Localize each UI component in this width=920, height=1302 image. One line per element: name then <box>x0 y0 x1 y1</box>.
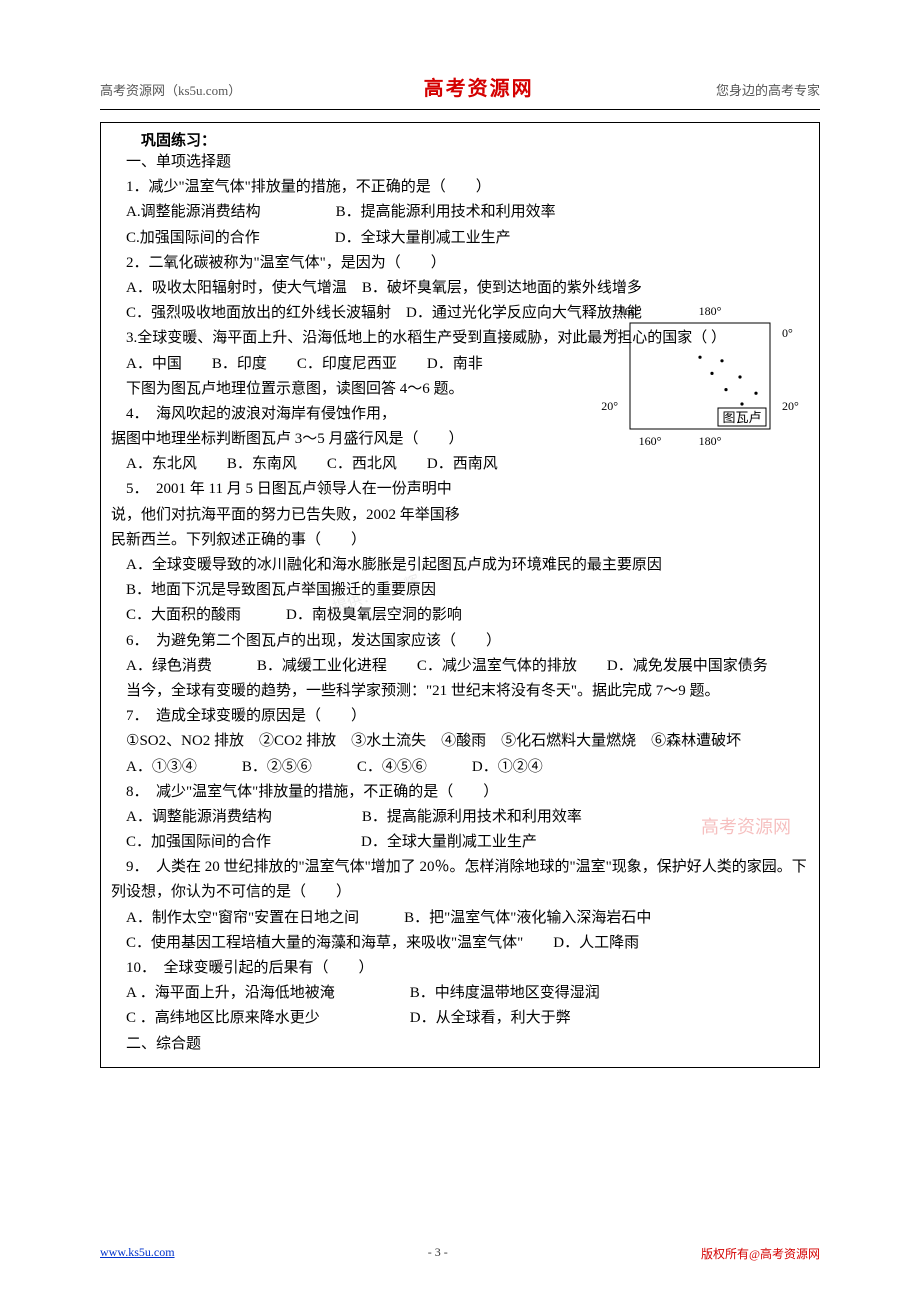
q5-b: B．地面下沉是导致图瓦卢举国搬迁的重要原因 <box>111 578 809 603</box>
q5-stem-1: 5． 2001 年 11 月 5 日图瓦卢领导人在一份声明中 <box>111 477 809 502</box>
q1-d: D．全球大量削减工业生产 <box>335 230 511 246</box>
q10-a: A ．海平面上升，沿海低地被淹 <box>126 985 335 1001</box>
tuvalu-map-diagram: 160° 180° 0° 0° 20° 20° 160° 180° 图瓦卢 <box>600 301 805 451</box>
q5-d: D．南极臭氧层空洞的影响 <box>286 607 462 623</box>
q8-stem: 8． 减少"温室气体"排放量的措施，不正确的是（ ） <box>111 780 809 805</box>
q9-a: A．制作太空"窗帘"安置在日地之间 <box>126 910 359 926</box>
content-frame: 巩固练习： 一、单项选择题 1．减少"温室气体"排放量的措施，不正确的是（ ） … <box>100 122 820 1068</box>
q3-b: B．印度 <box>212 356 267 372</box>
q6-b: B．减缓工业化进程 <box>257 658 387 674</box>
lon-180-top: 180° <box>699 304 722 318</box>
q10-c: C ．高纬地区比原来降水更少 <box>126 1010 320 1026</box>
q1-stem: 1．减少"温室气体"排放量的措施，不正确的是（ ） <box>111 175 809 200</box>
q2-a: A．吸收太阳辐射时，使大气增温 <box>126 280 347 296</box>
page-header: 高考资源网（ks5u.com） 高考资源网 您身边的高考专家 <box>100 72 820 110</box>
lon-160-top: 160° <box>619 304 642 318</box>
lon-180-bottom: 180° <box>699 434 722 448</box>
q1-b: B．提高能源利用技术和利用效率 <box>336 204 556 220</box>
q3-c: C．印度尼西亚 <box>297 356 397 372</box>
lat-0-left: 0° <box>607 326 618 340</box>
island-dots <box>698 356 765 411</box>
lat-20-left: 20° <box>601 399 618 413</box>
q7-a: A．①③④ <box>126 759 197 775</box>
q3-a: A．中国 <box>126 356 182 372</box>
q10-opts-cd: C ．高纬地区比原来降水更少 D．从全球看，利大于弊 <box>111 1006 809 1031</box>
q5-stem-2: 说，他们对抗海平面的努力已告失败，2002 年举国移 <box>111 503 809 528</box>
header-left: 高考资源网（ks5u.com） <box>100 80 241 99</box>
q2-c: C．强烈吸收地面放出的红外线长波辐射 <box>126 305 391 321</box>
q8-b: B．提高能源利用技术和利用效率 <box>362 809 582 825</box>
q2-opts-ab: A．吸收太阳辐射时，使大气增温 B．破坏臭氧层，使到达地面的紫外线增多 <box>111 276 809 301</box>
q8-opts-ab: A．调整能源消费结构 B．提高能源利用技术和利用效率 <box>111 805 809 830</box>
q8-c: C．加强国际间的合作 <box>126 834 271 850</box>
q9-d: D．人工降雨 <box>553 935 639 951</box>
q5-a: A．全球变暖导致的冰川融化和海水膨胀是引起图瓦卢成为环境难民的最主要原因 <box>111 553 809 578</box>
q9-c: C．使用基因工程培植大量的海藻和海草，来吸收"温室气体" <box>126 935 523 951</box>
q7-stem: 7． 造成全球变暖的原因是（ ） <box>111 704 809 729</box>
q4-c: C．西北风 <box>327 456 397 472</box>
q8-d: D．全球大量削减工业生产 <box>361 834 537 850</box>
q7-circled-options: ①SO2、NO2 排放 ②CO2 排放 ③水土流失 ④酸雨 ⑤化石燃料大量燃烧 … <box>111 729 809 754</box>
q6-stem: 6． 为避免第二个图瓦卢的出现，发达国家应该（ ） <box>111 629 809 654</box>
q2-b: B．破坏臭氧层，使到达地面的紫外线增多 <box>362 280 642 296</box>
q9-opts-ab: A．制作太空"窗帘"安置在日地之间 B．把"温室气体"液化输入深海岩石中 <box>111 906 809 931</box>
tuvalu-label: 图瓦卢 <box>722 410 761 425</box>
page-number: - 3 - <box>428 1245 448 1262</box>
q1-opts-cd: C.加强国际间的合作 D．全球大量削减工业生产 <box>111 226 809 251</box>
q5-stem-3: 民新西兰。下列叙述正确的事（ ） <box>111 528 809 553</box>
q6-opts: A．绿色消费 B．减缓工业化进程 C．减少温室气体的排放 D．减免发展中国家债务 <box>111 654 809 679</box>
q4-b: B．东南风 <box>227 456 297 472</box>
q2-stem: 2．二氧化碳被称为"温室气体"，是因为（ ） <box>111 251 809 276</box>
lat-0-right: 0° <box>782 326 793 340</box>
q7-opts: A．①③④ B．②⑤⑥ C．④⑤⑥ D．①②④ <box>111 755 809 780</box>
section-1-header: 一、单项选择题 <box>111 150 809 175</box>
q7-c: C．④⑤⑥ <box>357 759 427 775</box>
q10-d: D．从全球看，利大于弊 <box>410 1010 571 1026</box>
q7-d: D．①②④ <box>472 759 543 775</box>
lon-160-bottom: 160° <box>639 434 662 448</box>
q7-b: B．②⑤⑥ <box>242 759 312 775</box>
q9-b: B．把"温室气体"液化输入深海岩石中 <box>404 910 651 926</box>
q3-d: D．南非 <box>427 356 483 372</box>
q8-opts-cd: C．加强国际间的合作 D．全球大量削减工业生产 <box>111 830 809 855</box>
q4-a: A．东北风 <box>126 456 197 472</box>
q5-c: C．大面积的酸雨 <box>126 607 241 623</box>
q6-c: C．减少温室气体的排放 <box>417 658 577 674</box>
q10-stem: 10． 全球变暖引起的后果有（ ） <box>111 956 809 981</box>
q1-opts-ab: A.调整能源消费结构 B．提高能源利用技术和利用效率 <box>111 200 809 225</box>
q5-cd: C．大面积的酸雨 D．南极臭氧层空洞的影响 <box>111 603 809 628</box>
section-2-header: 二、综合题 <box>111 1032 809 1057</box>
q6-a: A．绿色消费 <box>126 658 212 674</box>
q6-d: D．减免发展中国家债务 <box>607 658 768 674</box>
lat-20-right: 20° <box>782 399 799 413</box>
q10-opts-ab: A ．海平面上升，沿海低地被淹 B．中纬度温带地区变得湿润 <box>111 981 809 1006</box>
q9-stem: 9． 人类在 20 世纪排放的"温室气体"增加了 20％。怎样消除地球的"温室"… <box>111 855 809 905</box>
q9-opts-cd: C．使用基因工程培植大量的海藻和海草，来吸收"温室气体" D．人工降雨 <box>111 931 809 956</box>
footer-url: www.ks5u.com <box>100 1245 175 1262</box>
q10-b: B．中纬度温带地区变得湿润 <box>410 985 600 1001</box>
practice-title: 巩固练习： <box>111 129 809 150</box>
q1-a: A.调整能源消费结构 <box>126 204 261 220</box>
header-center-title: 高考资源网 <box>424 72 534 101</box>
intro-7-9: 当今，全球有变暖的趋势，一些科学家预测："21 世纪末将没有冬天"。据此完成 7… <box>111 679 809 704</box>
header-right: 您身边的高考专家 <box>716 80 820 99</box>
page-footer: www.ks5u.com - 3 - 版权所有@高考资源网 <box>100 1244 820 1262</box>
q4-d: D．西南风 <box>427 456 498 472</box>
q8-a: A．调整能源消费结构 <box>126 809 272 825</box>
page: 高考资源网（ks5u.com） 高考资源网 您身边的高考专家 巩固练习： 一、单… <box>0 0 920 1302</box>
q4-opts: A．东北风 B．东南风 C．西北风 D．西南风 <box>111 452 809 477</box>
q1-c: C.加强国际间的合作 <box>126 230 260 246</box>
footer-copyright: 版权所有@高考资源网 <box>701 1245 820 1262</box>
